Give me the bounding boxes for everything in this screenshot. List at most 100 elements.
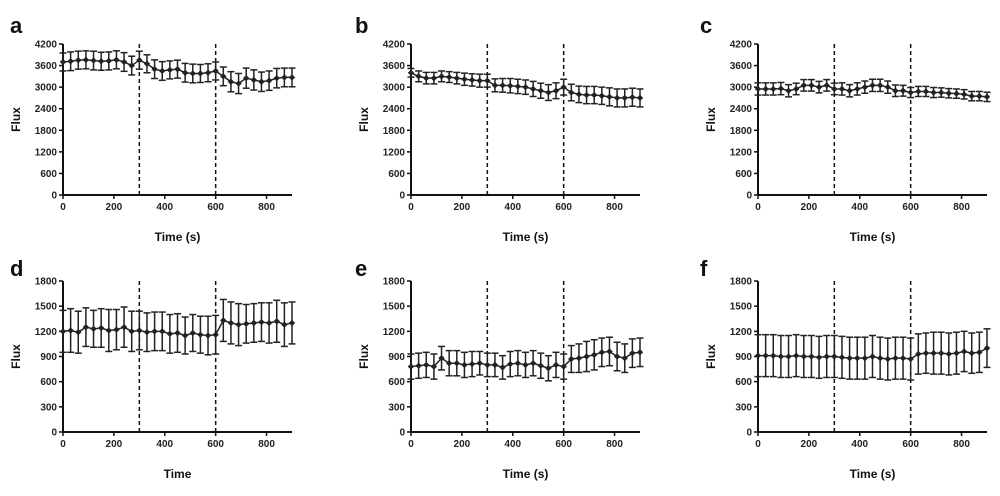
data-point (537, 87, 544, 94)
data-point (907, 89, 914, 96)
x-tick-label: 200 (106, 439, 123, 450)
data-point (552, 361, 560, 369)
data-point (792, 85, 800, 93)
data-point (143, 60, 151, 67)
data-point (159, 328, 166, 335)
data-point (250, 319, 258, 327)
data-point (514, 83, 522, 90)
data-point (568, 89, 575, 96)
data-point (884, 355, 891, 363)
data-point (823, 82, 830, 89)
x-tick-label: 800 (606, 202, 623, 213)
data-point (59, 58, 67, 66)
x-tick-label: 0 (408, 202, 414, 213)
data-point (815, 83, 823, 91)
data-point (75, 56, 82, 64)
data-point (915, 88, 922, 95)
data-point (514, 360, 522, 367)
data-point (128, 62, 135, 69)
panel-letter: e (355, 256, 367, 281)
data-point (613, 94, 621, 102)
data-point (174, 329, 181, 337)
y-tick-label: 4200 (383, 40, 406, 51)
panel-b: b 0 600 1200 1800 2400 3000 3600 4200 0 200 400 600 8… (355, 13, 644, 244)
data-point (499, 364, 506, 371)
data-point (166, 330, 174, 338)
y-axis-label: Flux (357, 107, 371, 132)
data-point (507, 360, 514, 368)
y-tick-label: 600 (40, 169, 57, 180)
y-tick-label: 900 (735, 352, 752, 363)
data-point (606, 93, 613, 101)
y-tick-label: 600 (388, 169, 405, 180)
data-point (762, 85, 769, 93)
data-point (960, 91, 968, 98)
data-point (243, 74, 250, 82)
data-point (770, 85, 777, 93)
data-point (484, 361, 491, 369)
y-tick-label: 300 (388, 402, 405, 413)
y-tick-label: 600 (40, 377, 57, 388)
data-point (468, 76, 476, 84)
data-point (831, 353, 838, 360)
data-point (281, 74, 288, 81)
y-tick-label: 3600 (383, 61, 406, 72)
y-axis-label: Flux (357, 344, 371, 369)
x-tick-label: 200 (454, 202, 471, 213)
data-point (128, 328, 135, 335)
data-point (445, 360, 453, 367)
panel-letter: c (700, 13, 712, 38)
data-point (545, 89, 552, 96)
panel-letter: b (355, 13, 368, 38)
data-point (983, 344, 991, 352)
y-tick-label: 300 (40, 402, 57, 413)
data-point (415, 362, 422, 369)
data-point (621, 354, 628, 362)
data-point (915, 350, 922, 358)
data-point (598, 92, 606, 99)
data-point (621, 94, 628, 102)
panel-e: e 0 300 600 900 1200 1500 1800 0 200 400 600 800 Time… (355, 256, 644, 481)
data-point (507, 82, 514, 89)
data-point (869, 82, 876, 89)
y-tick-label: 1800 (35, 126, 58, 137)
data-point (606, 348, 613, 355)
data-point (960, 348, 968, 355)
data-point (575, 354, 583, 362)
data-point (529, 85, 537, 93)
data-point (258, 78, 265, 85)
data-point (968, 92, 975, 100)
data-point (754, 85, 762, 93)
data-point (770, 352, 777, 359)
data-point (212, 331, 219, 338)
data-point (808, 82, 815, 89)
y-tick-label: 2400 (35, 104, 58, 115)
data-point (430, 363, 438, 370)
y-tick-label: 900 (40, 352, 57, 363)
y-tick-label: 4200 (35, 40, 58, 51)
data-point (273, 318, 280, 325)
y-tick-label: 2400 (383, 104, 406, 115)
y-tick-label: 0 (51, 428, 57, 439)
y-tick-label: 2400 (730, 104, 753, 115)
data-point (823, 353, 830, 360)
y-axis-label: Flux (704, 107, 718, 132)
data-point (189, 70, 196, 77)
y-tick-label: 1200 (730, 327, 753, 338)
y-tick-label: 1800 (35, 277, 58, 288)
x-tick-label: 200 (801, 439, 818, 450)
x-tick-label: 600 (207, 439, 224, 450)
data-point (97, 58, 105, 65)
data-point (629, 94, 636, 101)
data-point (75, 328, 82, 336)
data-point (854, 354, 861, 362)
data-point (884, 83, 891, 91)
data-point (560, 363, 567, 370)
data-point (105, 327, 112, 334)
data-point (945, 90, 953, 97)
data-point (476, 360, 483, 367)
data-point (82, 56, 90, 64)
data-point (453, 74, 460, 82)
data-point (598, 349, 606, 356)
data-point (808, 353, 815, 360)
